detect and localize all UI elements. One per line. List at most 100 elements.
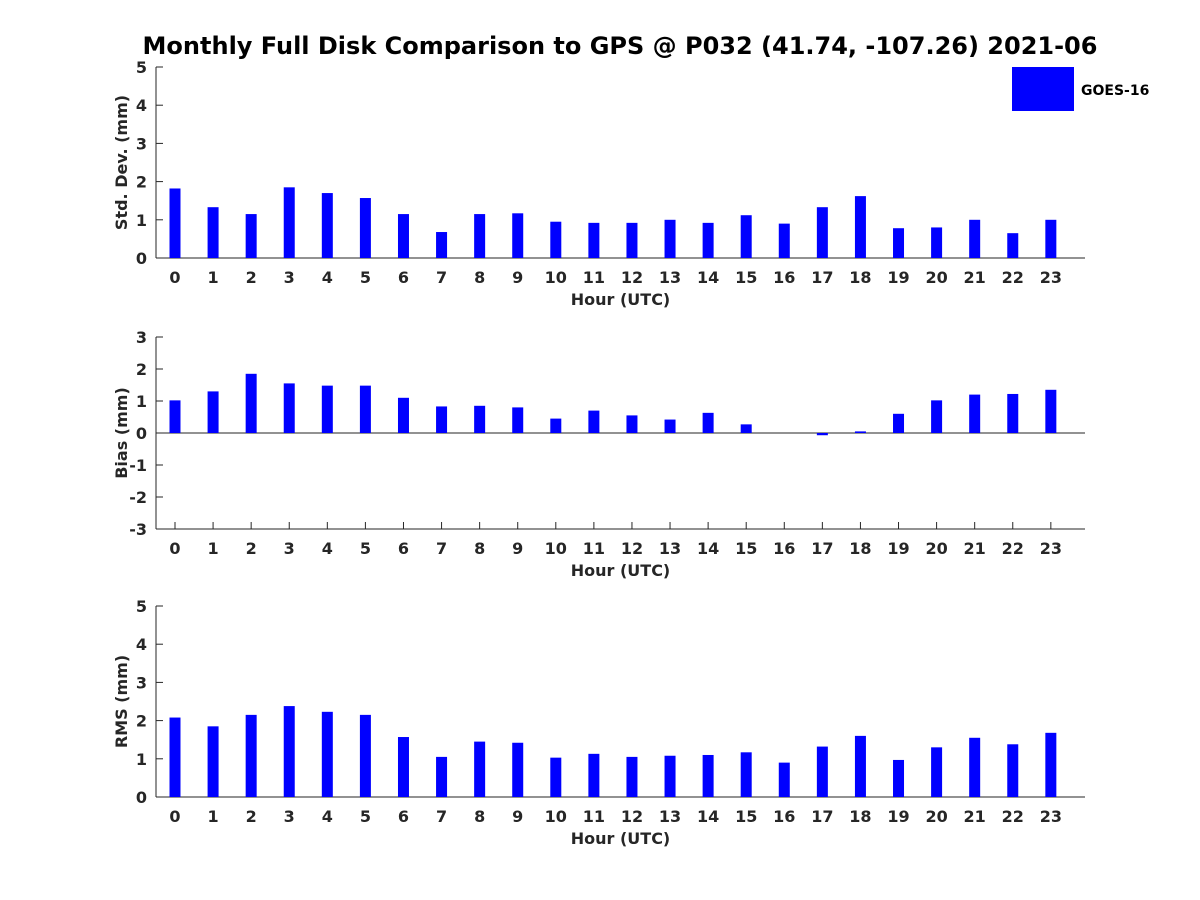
bar bbox=[474, 405, 486, 433]
bar bbox=[664, 419, 676, 433]
bar bbox=[283, 706, 295, 797]
bar bbox=[550, 757, 562, 797]
x-tick-label: 21 bbox=[964, 268, 986, 287]
x-tick-label: 19 bbox=[887, 268, 909, 287]
y-axis-label: Bias (mm) bbox=[112, 387, 131, 479]
bar bbox=[588, 410, 600, 433]
bar bbox=[778, 762, 790, 797]
bar bbox=[245, 214, 257, 258]
x-tick-label: 9 bbox=[512, 539, 523, 558]
x-tick-label: 14 bbox=[697, 539, 719, 558]
bar bbox=[169, 717, 181, 797]
bar bbox=[969, 737, 981, 797]
bar bbox=[359, 714, 371, 797]
x-tick-label: 23 bbox=[1040, 268, 1062, 287]
legend-label: GOES-16 bbox=[1081, 83, 1149, 99]
bar bbox=[588, 753, 600, 797]
bar bbox=[245, 714, 257, 797]
x-tick-label: 6 bbox=[398, 539, 409, 558]
x-tick-label: 18 bbox=[849, 539, 871, 558]
x-tick-label: 10 bbox=[545, 807, 567, 826]
x-tick-label: 22 bbox=[1002, 807, 1024, 826]
bar bbox=[283, 187, 295, 258]
bar bbox=[397, 397, 409, 433]
bar bbox=[207, 207, 219, 258]
x-tick-label: 5 bbox=[360, 539, 371, 558]
x-tick-label: 8 bbox=[474, 539, 485, 558]
y-tick-label: 4 bbox=[136, 96, 147, 115]
bar bbox=[702, 412, 714, 433]
x-tick-label: 11 bbox=[583, 268, 605, 287]
x-tick-label: 17 bbox=[811, 807, 833, 826]
x-tick-label: 0 bbox=[169, 268, 180, 287]
bar bbox=[816, 746, 828, 797]
y-tick-label: 4 bbox=[136, 635, 147, 654]
x-tick-label: 12 bbox=[621, 807, 643, 826]
bar bbox=[740, 424, 752, 433]
y-tick-label: -2 bbox=[129, 488, 147, 507]
bar bbox=[397, 214, 409, 258]
x-tick-label: 1 bbox=[208, 268, 219, 287]
y-tick-label: 1 bbox=[136, 211, 147, 230]
x-tick-label: 16 bbox=[773, 539, 795, 558]
x-tick-label: 18 bbox=[849, 807, 871, 826]
bar bbox=[816, 207, 828, 258]
bar bbox=[664, 755, 676, 797]
y-tick-label: 0 bbox=[136, 788, 147, 807]
x-tick-label: 12 bbox=[621, 268, 643, 287]
x-tick-label: 15 bbox=[735, 807, 757, 826]
bar bbox=[1045, 389, 1057, 433]
x-tick-label: 9 bbox=[512, 807, 523, 826]
x-tick-label: 13 bbox=[659, 539, 681, 558]
bar bbox=[893, 228, 905, 258]
bar bbox=[626, 222, 638, 258]
x-tick-label: 17 bbox=[811, 268, 833, 287]
y-tick-label: 0 bbox=[136, 424, 147, 443]
x-tick-label: 20 bbox=[925, 539, 947, 558]
bar bbox=[550, 221, 562, 258]
bar bbox=[893, 759, 905, 797]
x-tick-label: 7 bbox=[436, 268, 447, 287]
x-tick-label: 0 bbox=[169, 807, 180, 826]
bar bbox=[1045, 732, 1057, 797]
bar bbox=[702, 222, 714, 258]
x-tick-label: 10 bbox=[545, 539, 567, 558]
x-tick-label: 23 bbox=[1040, 539, 1062, 558]
bar bbox=[474, 741, 486, 797]
bar bbox=[740, 215, 752, 258]
bar bbox=[854, 196, 866, 258]
y-axis-label: Std. Dev. (mm) bbox=[112, 95, 131, 230]
bar bbox=[1007, 393, 1019, 433]
x-tick-label: 2 bbox=[246, 268, 257, 287]
bar bbox=[169, 400, 181, 433]
bar bbox=[397, 737, 409, 797]
x-tick-label: 19 bbox=[887, 539, 909, 558]
x-tick-label: 11 bbox=[583, 539, 605, 558]
x-tick-label: 14 bbox=[697, 807, 719, 826]
x-tick-label: 23 bbox=[1040, 807, 1062, 826]
bar bbox=[778, 223, 790, 258]
bar bbox=[740, 752, 752, 797]
x-axis-label: Hour (UTC) bbox=[571, 290, 671, 309]
x-tick-label: 11 bbox=[583, 807, 605, 826]
y-tick-label: 1 bbox=[136, 392, 147, 411]
bar bbox=[969, 394, 981, 433]
bar bbox=[1045, 219, 1057, 258]
y-tick-label: 2 bbox=[136, 173, 147, 192]
x-tick-label: 8 bbox=[474, 268, 485, 287]
x-tick-label: 4 bbox=[322, 539, 333, 558]
x-tick-label: 4 bbox=[322, 807, 333, 826]
x-tick-label: 22 bbox=[1002, 268, 1024, 287]
x-tick-label: 20 bbox=[925, 268, 947, 287]
bar bbox=[1007, 233, 1019, 258]
bar bbox=[207, 391, 219, 433]
bar bbox=[321, 711, 333, 797]
x-tick-label: 1 bbox=[208, 807, 219, 826]
x-tick-label: 10 bbox=[545, 268, 567, 287]
y-tick-label: 3 bbox=[136, 134, 147, 153]
x-tick-label: 7 bbox=[436, 539, 447, 558]
x-tick-label: 15 bbox=[735, 268, 757, 287]
y-tick-label: 2 bbox=[136, 712, 147, 731]
x-tick-label: 3 bbox=[284, 807, 295, 826]
